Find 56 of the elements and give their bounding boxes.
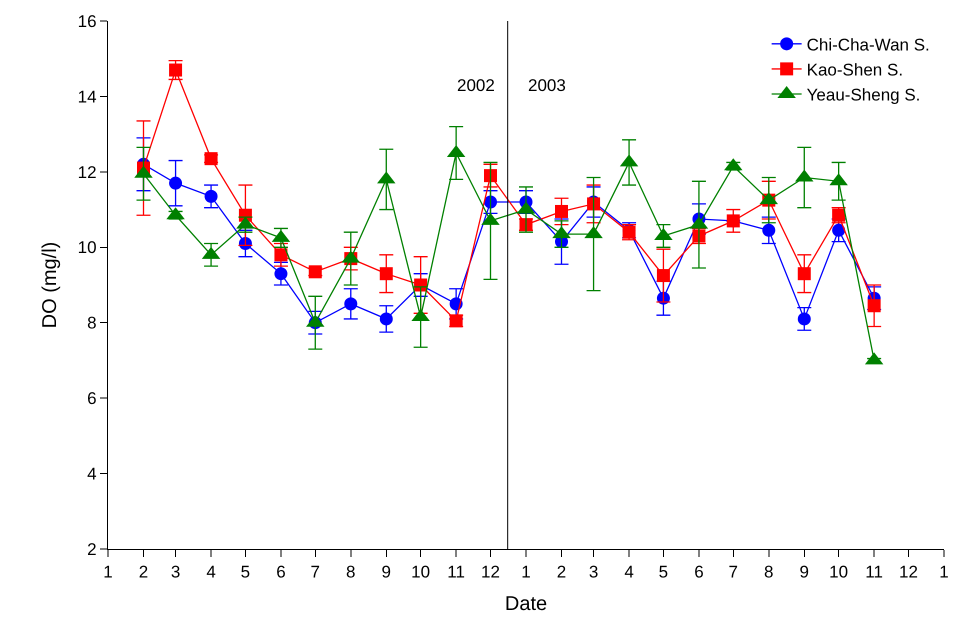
point: [555, 204, 568, 218]
x-tick-label: 2: [556, 562, 566, 582]
x-tick-label: 11: [447, 562, 465, 582]
x-tick-label: 7: [728, 562, 738, 582]
point: [656, 269, 670, 282]
point: [274, 267, 288, 280]
legend-label: Kao-Shen S.: [806, 60, 904, 80]
x-tick-label: 6: [276, 562, 286, 582]
point: [380, 267, 393, 280]
x-axis-title: Date: [504, 592, 548, 615]
x-tick-label: 3: [170, 562, 180, 582]
x-tick-label: 11: [865, 562, 883, 582]
x-tick-label: 12: [899, 562, 918, 582]
point: [344, 297, 358, 310]
x-tick-label: 3: [588, 562, 598, 582]
x-tick-label: 7: [310, 562, 320, 582]
point: [798, 312, 811, 326]
y-tick-label: 14: [78, 87, 97, 106]
x-tick-label: 10: [829, 562, 848, 582]
x-tick-label: 1: [103, 562, 113, 582]
x-tick-label: 5: [240, 562, 250, 582]
annotation: 2003: [528, 76, 566, 95]
point: [484, 169, 497, 182]
x-tick-label: 9: [800, 562, 810, 582]
point: [450, 297, 463, 310]
x-tick-label: 8: [346, 562, 356, 582]
point: [798, 267, 811, 280]
x-tick-label: 5: [658, 562, 668, 582]
point: [868, 299, 881, 312]
point: [169, 176, 182, 190]
y-tick-label: 10: [78, 238, 97, 258]
x-tick-label: 1: [521, 562, 531, 582]
y-tick-label: 8: [87, 314, 97, 333]
x-tick-label: 2: [138, 562, 148, 582]
y-tick-label: 16: [78, 12, 97, 31]
legend-label: Yeau-Sheng S.: [806, 86, 920, 105]
x-tick-label: 4: [624, 562, 634, 582]
x-tick-label: 10: [411, 562, 430, 582]
y-tick-label: 4: [87, 464, 97, 484]
x-tick-label: 6: [694, 562, 704, 582]
point: [762, 224, 776, 237]
y-axis-title: DO (mg/l): [39, 242, 62, 328]
point: [832, 224, 846, 237]
x-tick-label: 12: [481, 562, 500, 582]
annotation: 2002: [457, 76, 495, 95]
x-tick-label: 8: [764, 562, 774, 582]
y-tick-label: 2: [87, 540, 97, 559]
point: [204, 190, 218, 203]
y-tick-label: 12: [78, 162, 97, 182]
point: [274, 248, 288, 262]
point: [380, 312, 393, 326]
y-tick-label: 6: [87, 389, 97, 408]
x-tick-label: 1: [939, 562, 949, 582]
x-tick-label: 9: [382, 562, 392, 582]
x-tick-label: 4: [206, 562, 216, 582]
legend-label: Chi-Cha-Wan S.: [806, 35, 930, 54]
